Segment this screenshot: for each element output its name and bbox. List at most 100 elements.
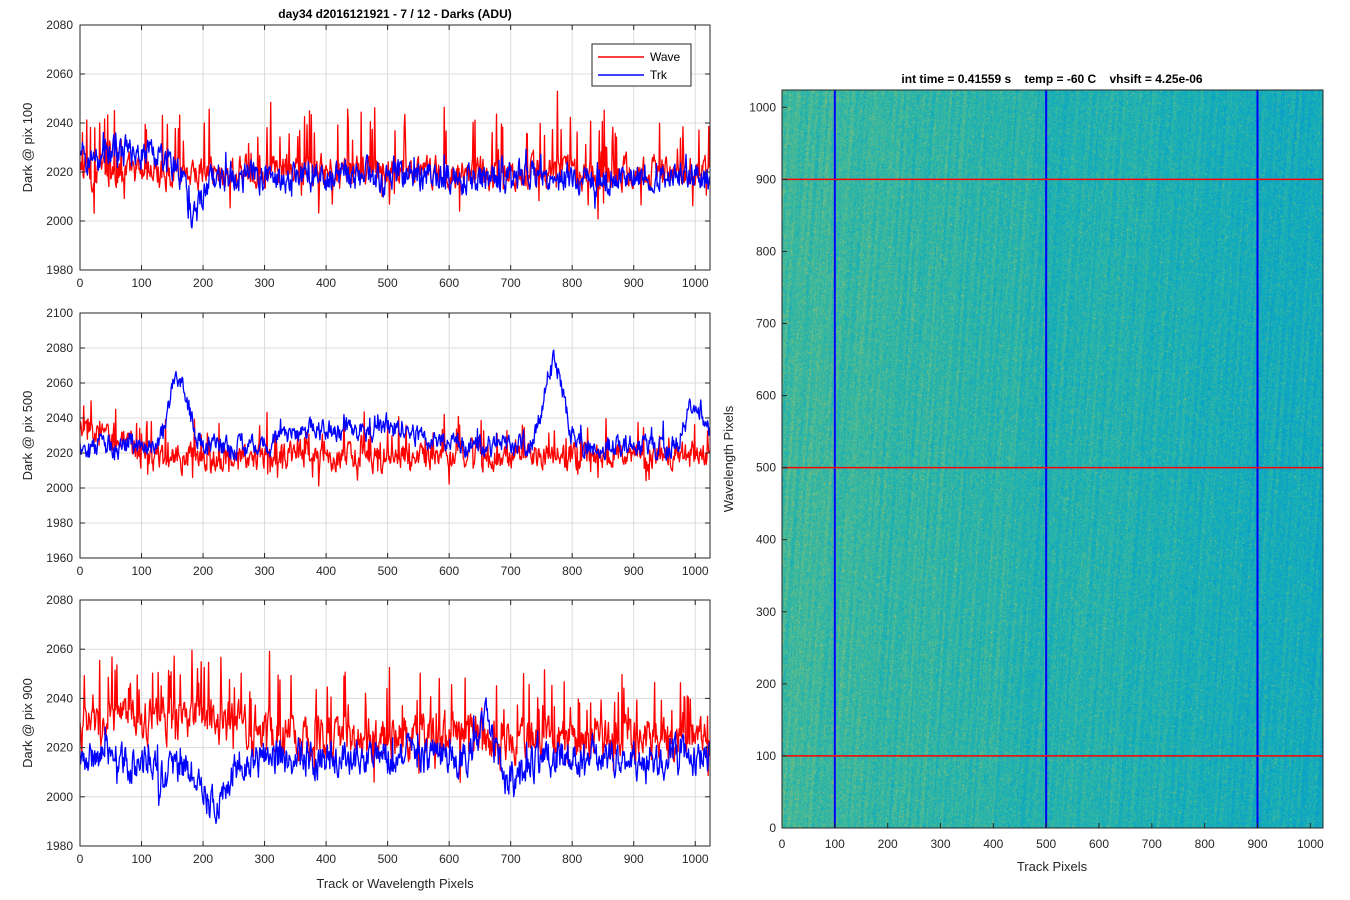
panel-pix-100-frame bbox=[79, 24, 711, 271]
x-tick-label: 500 bbox=[378, 276, 398, 290]
heatmap-x-tick-label: 1000 bbox=[1297, 837, 1324, 851]
x-tick-label: 1000 bbox=[682, 852, 709, 866]
x-tick-label: 600 bbox=[439, 852, 459, 866]
heatmap-x-tick-label: 600 bbox=[1089, 837, 1109, 851]
panel-pix-100: day34 d2016121921 - 7 / 12 - Darks (ADU)… bbox=[20, 7, 711, 290]
panel-pix-900-ticks: 0 100 200 300 400 500 600 700 800 900 1000 1980 2000… bbox=[46, 593, 710, 866]
heatmap-y-tick-label: 400 bbox=[756, 533, 776, 547]
panel-pix-500-ticks: 0 100 200 300 400 500 600 700 800 900 1000 1960 1980… bbox=[46, 306, 710, 578]
y-tick-label: 2040 bbox=[46, 411, 73, 425]
x-tick-label: 1000 bbox=[682, 276, 709, 290]
panel-pix-100-title: day34 d2016121921 - 7 / 12 - Darks (ADU) bbox=[278, 7, 511, 21]
x-tick-label: 900 bbox=[624, 276, 644, 290]
x-tick-label: 1000 bbox=[682, 564, 709, 578]
heatmap-ticks: 0 100 200 300 400 500 600 700 800 900 1000 0 100 200 3… bbox=[749, 100, 1324, 851]
x-tick-label: 400 bbox=[316, 564, 336, 578]
heatmap-x-tick-label: 200 bbox=[878, 837, 898, 851]
x-tick-label: 800 bbox=[562, 276, 582, 290]
heatmap-x-tick-label: 900 bbox=[1247, 837, 1267, 851]
panel-pix-500-series bbox=[79, 349, 711, 487]
y-tick-label: 2020 bbox=[46, 165, 73, 179]
heatmap-panel: int time = 0.41559 s temp = -60 C vhsift… bbox=[721, 72, 1324, 874]
y-tick-label: 2000 bbox=[46, 790, 73, 804]
x-tick-label: 0 bbox=[77, 852, 84, 866]
panel-pix-100-series bbox=[79, 90, 711, 229]
x-tick-label: 400 bbox=[316, 852, 336, 866]
x-tick-label: 400 bbox=[316, 276, 336, 290]
panel-pix-100-ylabel: Dark @ pix 100 bbox=[20, 103, 35, 193]
heatmap-y-tick-label: 900 bbox=[756, 172, 776, 186]
heatmap-frame bbox=[781, 89, 1324, 829]
panel-pix-500: 0 100 200 300 400 500 600 700 800 900 1000 1960 1980… bbox=[20, 306, 711, 578]
y-tick-label: 2040 bbox=[46, 116, 73, 130]
heatmap-x-tick-label: 700 bbox=[1142, 837, 1162, 851]
y-tick-label: 2060 bbox=[46, 642, 73, 656]
y-tick-label: 1980 bbox=[46, 516, 73, 530]
heatmap-image bbox=[782, 90, 1323, 828]
y-tick-label: 1980 bbox=[46, 263, 73, 277]
y-tick-label: 2100 bbox=[46, 306, 73, 320]
panel-pix-900-series bbox=[79, 649, 711, 825]
series-trk-line bbox=[79, 349, 711, 462]
x-tick-label: 700 bbox=[501, 564, 521, 578]
x-tick-label: 100 bbox=[132, 852, 152, 866]
x-tick-label: 200 bbox=[193, 276, 213, 290]
x-tick-label: 100 bbox=[132, 276, 152, 290]
y-tick-label: 2040 bbox=[46, 691, 73, 705]
heatmap-y-tick-label: 500 bbox=[756, 461, 776, 475]
panel-pix-900-ylabel: Dark @ pix 900 bbox=[20, 678, 35, 768]
series-trk-line bbox=[79, 131, 711, 229]
heatmap-x-tick-label: 800 bbox=[1195, 837, 1215, 851]
x-tick-label: 600 bbox=[439, 564, 459, 578]
y-tick-label: 1960 bbox=[46, 551, 73, 565]
panel-pix-900-xlabel: Track or Wavelength Pixels bbox=[316, 876, 474, 891]
x-tick-label: 300 bbox=[255, 276, 275, 290]
heatmap-marker-lines bbox=[782, 90, 1323, 828]
x-tick-label: 100 bbox=[132, 564, 152, 578]
y-tick-label: 2000 bbox=[46, 214, 73, 228]
legend-trk-label: Trk bbox=[650, 68, 668, 82]
heatmap-y-tick-label: 0 bbox=[769, 821, 776, 835]
panel-pix-500-ylabel: Dark @ pix 500 bbox=[20, 391, 35, 481]
heatmap-x-tick-label: 0 bbox=[779, 837, 786, 851]
series-wave-line bbox=[79, 649, 711, 783]
x-tick-label: 0 bbox=[77, 276, 84, 290]
y-tick-label: 2000 bbox=[46, 481, 73, 495]
heatmap-xlabel: Track Pixels bbox=[1017, 859, 1088, 874]
x-tick-label: 900 bbox=[624, 564, 644, 578]
x-tick-label: 300 bbox=[255, 564, 275, 578]
y-tick-label: 1980 bbox=[46, 839, 73, 853]
x-tick-label: 500 bbox=[378, 852, 398, 866]
x-tick-label: 0 bbox=[77, 564, 84, 578]
heatmap-y-tick-label: 100 bbox=[756, 749, 776, 763]
heatmap-x-tick-label: 500 bbox=[1036, 837, 1056, 851]
y-tick-label: 2080 bbox=[46, 593, 73, 607]
x-tick-label: 600 bbox=[439, 276, 459, 290]
panel-pix-500-plot-area bbox=[80, 313, 710, 558]
panel-pix-900: 0 100 200 300 400 500 600 700 800 900 1000 1980 2000… bbox=[20, 593, 711, 891]
x-tick-label: 800 bbox=[562, 564, 582, 578]
heatmap-y-tick-label: 700 bbox=[756, 317, 776, 331]
heatmap-y-tick-label: 1000 bbox=[749, 100, 776, 114]
heatmap-x-tick-label: 100 bbox=[825, 837, 845, 851]
series-trk-line bbox=[79, 697, 711, 825]
series-wave-line bbox=[79, 400, 710, 487]
y-tick-label: 2080 bbox=[46, 18, 73, 32]
heatmap-y-tick-label: 600 bbox=[756, 389, 776, 403]
heatmap-image-holder bbox=[782, 90, 1323, 828]
legend-wave-label: Wave bbox=[650, 50, 681, 64]
legend-box bbox=[591, 43, 692, 87]
x-tick-label: 200 bbox=[193, 852, 213, 866]
y-tick-label: 2060 bbox=[46, 67, 73, 81]
heatmap-x-tick-label: 400 bbox=[983, 837, 1003, 851]
y-tick-label: 2080 bbox=[46, 341, 73, 355]
y-tick-label: 2020 bbox=[46, 446, 73, 460]
x-tick-label: 300 bbox=[255, 852, 275, 866]
heatmap-y-tick-label: 200 bbox=[756, 677, 776, 691]
heatmap-y-tick-label: 300 bbox=[756, 605, 776, 619]
heatmap-ylabel: Wavelength Pixels bbox=[721, 405, 736, 512]
heatmap-y-tick-label: 800 bbox=[756, 244, 776, 258]
panel-pix-500-frame bbox=[79, 312, 711, 559]
x-tick-label: 500 bbox=[378, 564, 398, 578]
